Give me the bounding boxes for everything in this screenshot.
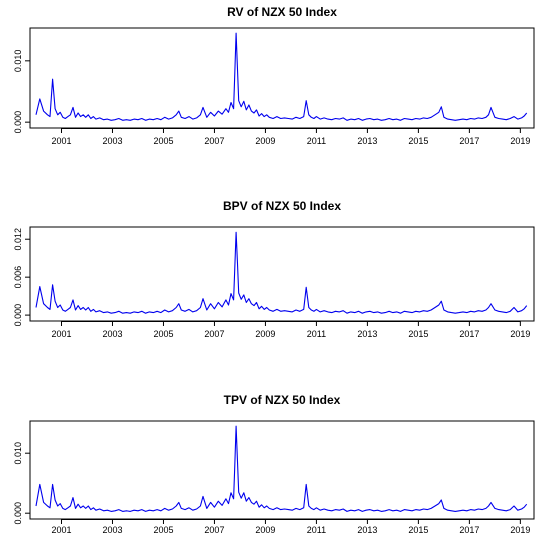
bpv-series-line xyxy=(35,231,528,314)
rv-x-tick-label: 2001 xyxy=(51,136,71,146)
rv-series-line xyxy=(35,32,528,121)
tpv-y-tick-label: 0.000 xyxy=(13,502,23,525)
tpv-x-tick-label: 2019 xyxy=(510,525,530,535)
rv-chart-title: RV of NZX 50 Index xyxy=(227,5,337,19)
bpv-x-tick-label: 2009 xyxy=(255,329,275,339)
rv-chart: RV of NZX 50 Index 0.000 0.010 2001 2003 2005… xyxy=(13,5,535,146)
tpv-x-tick-label: 2015 xyxy=(408,525,428,535)
tpv-x-tick-label: 2003 xyxy=(102,525,122,535)
tpv-y-tick-label: 0.010 xyxy=(13,442,23,465)
tpv-x-tick-label: 2013 xyxy=(357,525,377,535)
tpv-plot-frame xyxy=(29,420,535,520)
rv-x-tick-label: 2013 xyxy=(357,136,377,146)
tpv-x-tick-label: 2007 xyxy=(204,525,224,535)
tpv-x-tick-label: 2005 xyxy=(153,525,173,535)
bpv-x-tick-label: 2017 xyxy=(459,329,479,339)
bpv-x-tick-label: 2015 xyxy=(408,329,428,339)
tpv-chart-title: TPV of NZX 50 Index xyxy=(224,393,341,407)
bpv-chart-title: BPV of NZX 50 Index xyxy=(223,199,341,213)
rv-x-tick-label: 2011 xyxy=(307,136,326,146)
rv-x-tick-label: 2007 xyxy=(204,136,224,146)
rv-x-tick-label: 2017 xyxy=(459,136,479,146)
bpv-x-tick-label: 2013 xyxy=(357,329,377,339)
rv-x-tick-label: 2019 xyxy=(510,136,530,146)
tpv-x-tick-label: 2017 xyxy=(459,525,479,535)
rv-x-tick-label: 2003 xyxy=(102,136,122,146)
tpv-x-tick-label: 2009 xyxy=(255,525,275,535)
bpv-x-tick-label: 2003 xyxy=(102,329,122,339)
bpv-chart: BPV of NZX 50 Index 0.000 0.006 0.012 2001 20… xyxy=(13,199,535,339)
bpv-x-tick-label: 2019 xyxy=(510,329,530,339)
tpv-chart-panel: TPV of NZX 50 Index 0.000 0.010 2001 2003 200… xyxy=(0,386,550,539)
tpv-x-tick-label: 2001 xyxy=(51,525,71,535)
rv-x-tick-label: 2005 xyxy=(153,136,173,146)
bpv-x-tick-label: 2001 xyxy=(51,329,71,339)
bpv-x-tick-label: 2007 xyxy=(204,329,224,339)
rv-y-tick-label: 0.010 xyxy=(13,50,23,73)
bpv-x-tick-label: 2005 xyxy=(153,329,173,339)
rv-x-tick-label: 2015 xyxy=(408,136,428,146)
tpv-x-tick-label: 2011 xyxy=(307,525,326,535)
tpv-series-line xyxy=(35,425,528,512)
rv-plot-frame xyxy=(29,27,535,129)
rv-chart-panel: RV of NZX 50 Index 0.000 0.010 2001 2003 2005… xyxy=(0,0,550,160)
bpv-chart-panel: BPV of NZX 50 Index 0.000 0.006 0.012 2001 20… xyxy=(0,192,550,352)
rv-x-tick-label: 2009 xyxy=(255,136,275,146)
tpv-chart: TPV of NZX 50 Index 0.000 0.010 2001 2003 200… xyxy=(13,393,535,535)
rv-y-tick-label: 0.000 xyxy=(13,111,23,134)
bpv-plot-frame xyxy=(29,226,535,322)
bpv-y-tick-label: 0.000 xyxy=(13,304,23,327)
bpv-y-tick-label: 0.012 xyxy=(13,228,23,251)
bpv-x-tick-label: 2011 xyxy=(307,329,326,339)
bpv-y-tick-label: 0.006 xyxy=(13,266,23,289)
